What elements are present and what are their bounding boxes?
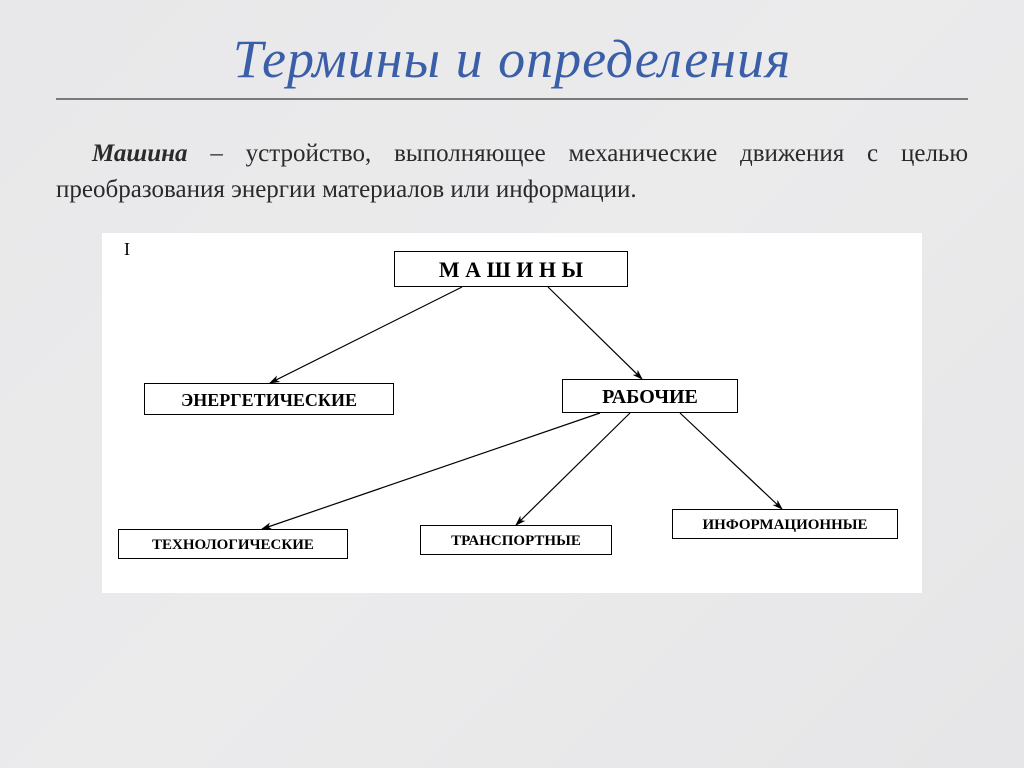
diagram-node-energ: ЭНЕРГЕТИЧЕСКИЕ	[144, 383, 394, 415]
slide-title: Термины и определения	[56, 28, 968, 100]
diagram-node-info: ИНФОРМАЦИОННЫЕ	[672, 509, 898, 539]
diagram-container: I М А Ш И Н Ы ЭНЕРГЕТИЧЕСКИЕ РАБОЧИЕ ТЕХНОЛ…	[102, 233, 922, 593]
definition-paragraph: Машина – устройство, выполняющее механич…	[56, 136, 968, 209]
definition-term: Машина	[92, 140, 187, 167]
definition-text: – устройство, выполняющее механические д…	[56, 140, 968, 203]
diagram-edge	[270, 287, 462, 383]
roman-numeral: I	[124, 239, 130, 260]
diagram-edge	[516, 413, 630, 525]
slide: Термины и определения Машина – устройств…	[0, 0, 1024, 768]
diagram-edge	[680, 413, 782, 509]
diagram-node-trans: ТРАНСПОРТНЫЕ	[420, 525, 612, 555]
diagram-node-tech: ТЕХНОЛОГИЧЕСКИЕ	[118, 529, 348, 559]
diagram-node-root: М А Ш И Н Ы	[394, 251, 628, 287]
diagram-edge	[262, 413, 600, 529]
diagram-edge	[548, 287, 642, 379]
diagram-node-rab: РАБОЧИЕ	[562, 379, 738, 413]
